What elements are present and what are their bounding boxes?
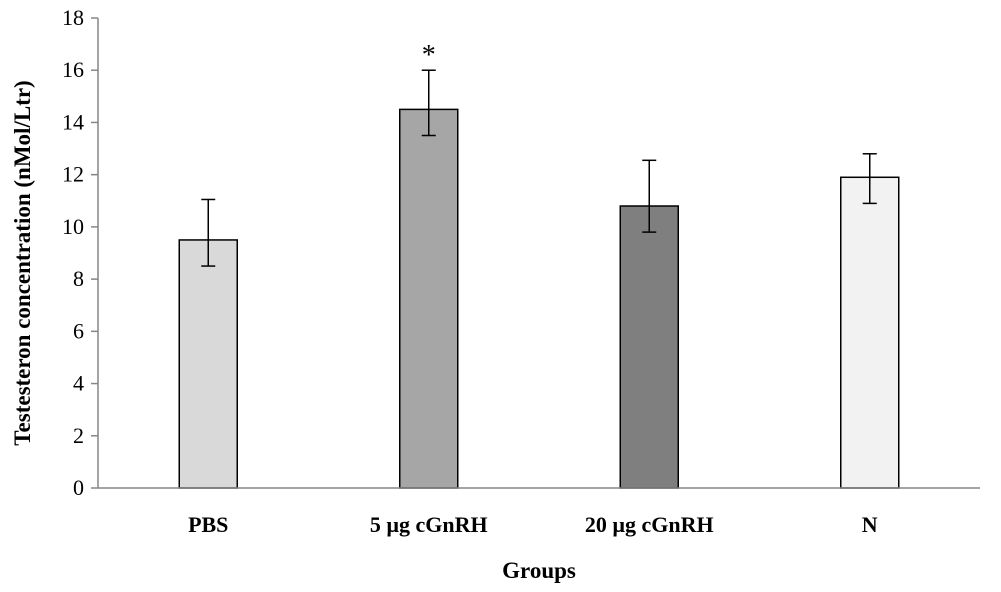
category-label: PBS xyxy=(188,512,228,537)
annotations: * xyxy=(422,40,436,71)
bar xyxy=(840,176,900,489)
y-tick-label: 18 xyxy=(62,5,84,30)
category-label: 20 µg cGnRH xyxy=(585,512,714,537)
x-axis-title: Groups xyxy=(502,558,576,583)
y-tick-label: 16 xyxy=(62,57,84,82)
bar xyxy=(619,205,679,489)
y-tick-label: 4 xyxy=(73,371,84,396)
y-tick-label: 8 xyxy=(73,266,84,291)
bars xyxy=(178,108,900,489)
y-axis-ticks: 0 2 4 6 8 10 12 14 16 18 xyxy=(62,5,98,500)
error-bars xyxy=(201,69,877,267)
y-tick-label: 10 xyxy=(62,214,84,239)
y-tick-label: 2 xyxy=(73,423,84,448)
significance-marker: * xyxy=(422,40,436,71)
x-axis-labels: PBS 5 µg cGnRH 20 µg cGnRH N xyxy=(188,512,878,537)
bar xyxy=(399,108,459,489)
y-tick-label: 6 xyxy=(73,318,84,343)
y-tick-label: 0 xyxy=(73,475,84,500)
category-label: 5 µg cGnRH xyxy=(370,512,488,537)
category-label: N xyxy=(862,512,878,537)
y-tick-label: 12 xyxy=(62,162,84,187)
y-axis-title: Testesteron concentration (nMol/Ltr) xyxy=(10,80,35,445)
y-tick-label: 14 xyxy=(62,109,84,134)
bar xyxy=(178,239,238,489)
